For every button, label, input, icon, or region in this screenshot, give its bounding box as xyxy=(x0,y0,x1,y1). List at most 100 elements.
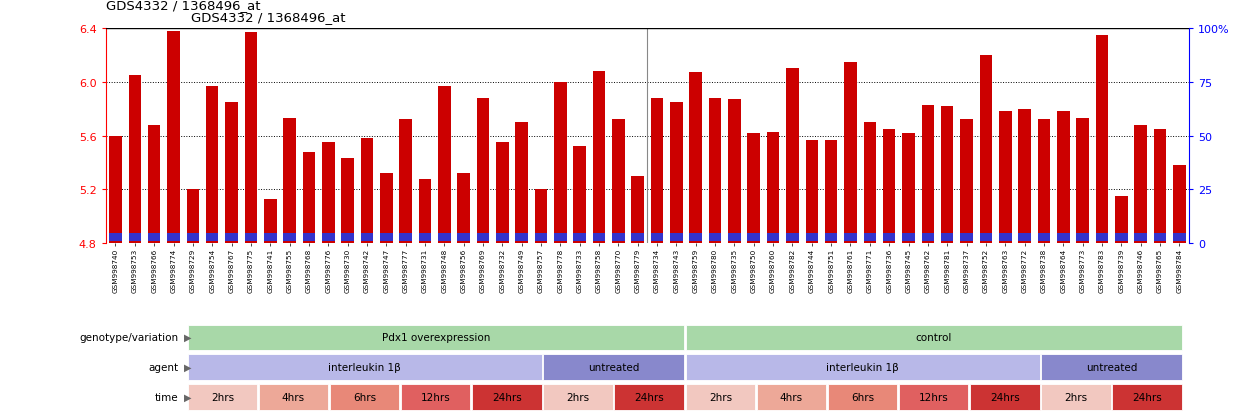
Text: 24hrs: 24hrs xyxy=(1132,392,1162,402)
Bar xyxy=(708,99,721,244)
Bar xyxy=(651,234,664,241)
Bar xyxy=(615,384,684,410)
Text: Pdx1 overexpression: Pdx1 overexpression xyxy=(381,332,491,342)
Text: interleukin 1β: interleukin 1β xyxy=(827,362,899,372)
Bar xyxy=(941,107,954,244)
Bar xyxy=(330,384,400,410)
Bar xyxy=(593,72,605,244)
Bar xyxy=(515,234,528,241)
Bar xyxy=(400,120,412,244)
Bar xyxy=(225,103,238,244)
Bar xyxy=(1096,234,1108,241)
Bar xyxy=(128,234,141,241)
Bar xyxy=(341,159,354,244)
Bar xyxy=(970,384,1040,410)
Bar xyxy=(438,87,451,244)
Bar xyxy=(225,234,238,241)
Bar xyxy=(188,384,256,410)
Bar xyxy=(686,354,1040,380)
Bar xyxy=(670,103,682,244)
Bar xyxy=(883,130,895,244)
Bar xyxy=(205,87,218,244)
Bar xyxy=(284,234,296,241)
Bar xyxy=(554,234,566,241)
Bar xyxy=(259,384,329,410)
Bar xyxy=(921,234,934,241)
Bar xyxy=(825,140,838,244)
Bar xyxy=(1041,354,1182,380)
Bar xyxy=(1096,36,1108,244)
Bar xyxy=(515,123,528,244)
Bar xyxy=(828,384,898,410)
Bar xyxy=(1057,234,1069,241)
Bar xyxy=(543,354,684,380)
Bar xyxy=(438,234,451,241)
Bar xyxy=(844,234,857,241)
Bar xyxy=(1113,384,1182,410)
Bar xyxy=(110,234,122,241)
Bar xyxy=(747,134,759,244)
Bar xyxy=(477,99,489,244)
Text: 2hrs: 2hrs xyxy=(708,392,732,402)
Bar xyxy=(690,234,702,241)
Bar xyxy=(472,384,542,410)
Bar xyxy=(921,105,934,244)
Bar xyxy=(1018,234,1031,241)
Bar xyxy=(400,234,412,241)
Bar xyxy=(187,190,199,244)
Bar xyxy=(554,83,566,244)
Text: 24hrs: 24hrs xyxy=(634,392,664,402)
Bar xyxy=(457,234,469,241)
Bar xyxy=(188,325,684,350)
Bar xyxy=(284,119,296,244)
Bar xyxy=(960,120,972,244)
Bar xyxy=(1077,119,1089,244)
Bar xyxy=(496,234,509,241)
Text: 6hrs: 6hrs xyxy=(852,392,874,402)
Bar xyxy=(361,234,373,241)
Bar xyxy=(380,234,392,241)
Bar xyxy=(686,325,1182,350)
Bar xyxy=(543,384,613,410)
Bar xyxy=(806,234,818,241)
Bar xyxy=(757,384,827,410)
Text: untreated: untreated xyxy=(588,362,639,372)
Bar xyxy=(167,234,179,241)
Bar xyxy=(1116,234,1128,241)
Bar xyxy=(1154,234,1167,241)
Text: ▶: ▶ xyxy=(184,362,192,372)
Bar xyxy=(806,140,818,244)
Text: 24hrs: 24hrs xyxy=(990,392,1020,402)
Text: untreated: untreated xyxy=(1086,362,1137,372)
Bar xyxy=(477,234,489,241)
Bar xyxy=(980,234,992,241)
Bar xyxy=(631,177,644,244)
Bar xyxy=(205,234,218,241)
Text: 24hrs: 24hrs xyxy=(492,392,522,402)
Text: ▶: ▶ xyxy=(184,332,192,342)
Text: 4hrs: 4hrs xyxy=(281,392,305,402)
Bar xyxy=(786,69,799,244)
Text: genotype/variation: genotype/variation xyxy=(78,332,178,342)
Bar xyxy=(457,174,469,244)
Bar xyxy=(613,234,625,241)
Bar xyxy=(1116,197,1128,244)
Bar xyxy=(303,234,315,241)
Bar xyxy=(728,234,741,241)
Bar xyxy=(998,234,1011,241)
Bar xyxy=(1154,130,1167,244)
Text: 2hrs: 2hrs xyxy=(566,392,590,402)
Bar xyxy=(303,152,315,244)
Bar xyxy=(613,120,625,244)
Text: 2hrs: 2hrs xyxy=(210,392,234,402)
Bar xyxy=(496,143,509,244)
Text: 12hrs: 12hrs xyxy=(919,392,949,402)
Text: GDS4332 / 1368496_at: GDS4332 / 1368496_at xyxy=(106,0,260,12)
Bar xyxy=(380,174,392,244)
Bar xyxy=(825,234,838,241)
Bar xyxy=(110,136,122,244)
Bar xyxy=(844,62,857,244)
Bar xyxy=(244,234,258,241)
Bar xyxy=(187,234,199,241)
Bar xyxy=(535,190,548,244)
